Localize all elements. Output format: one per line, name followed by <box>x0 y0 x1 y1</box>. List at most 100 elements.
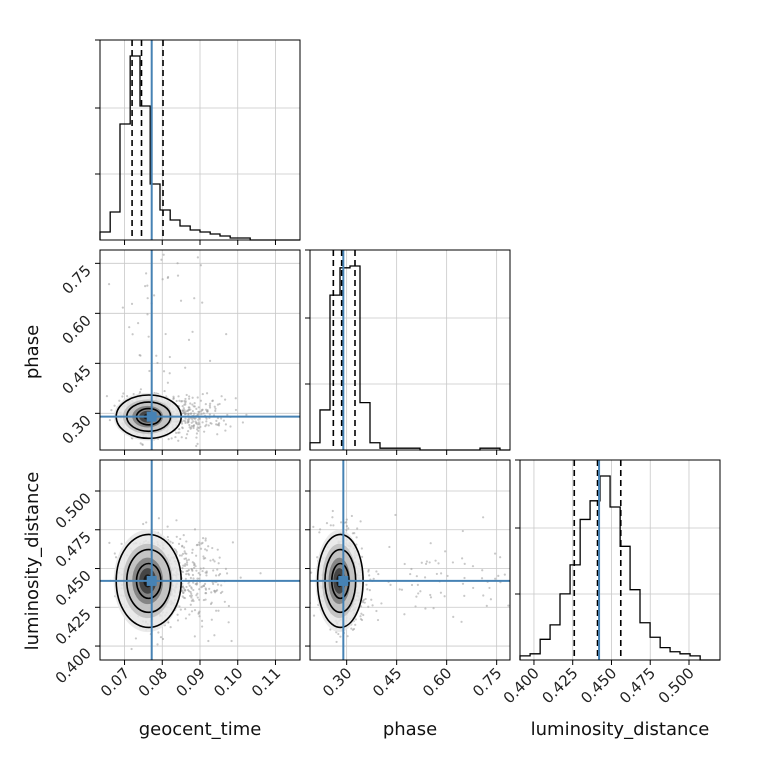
scatter-point <box>218 556 221 559</box>
scatter-point <box>161 278 164 281</box>
scatter-point <box>139 354 142 357</box>
scatter-point <box>153 294 156 297</box>
scatter-point <box>195 583 198 586</box>
scatter-point <box>259 572 262 575</box>
scatter-point <box>208 404 211 407</box>
scatter-point <box>193 528 197 531</box>
scatter-point <box>193 405 196 408</box>
scatter-point <box>205 574 208 577</box>
y-tick-label: 0.75 <box>58 261 94 297</box>
scatter-point <box>205 420 208 423</box>
scatter-point <box>195 436 198 439</box>
truth-marker <box>338 575 349 586</box>
scatter-point <box>191 330 194 333</box>
scatter-point <box>215 423 218 426</box>
scatter-point <box>223 600 226 603</box>
scatter-point <box>377 572 380 576</box>
truth-marker <box>146 575 157 586</box>
scatter-point <box>443 595 446 598</box>
scatter-point <box>353 531 356 535</box>
scatter-point <box>359 520 362 523</box>
scatter-point <box>364 597 367 601</box>
scatter-point <box>361 599 364 602</box>
scatter-point <box>226 413 229 417</box>
scatter-point <box>195 569 198 572</box>
scatter-point <box>223 398 227 401</box>
scatter-point <box>189 590 192 594</box>
scatter-point <box>451 561 455 564</box>
scatter-point <box>497 574 500 578</box>
scatter-point <box>352 627 356 631</box>
scatter-point <box>435 572 438 576</box>
scatter-point <box>376 618 380 622</box>
scatter-point <box>234 408 238 412</box>
scatter-point <box>184 608 187 611</box>
scatter-point <box>310 571 313 574</box>
scatter-point <box>186 409 189 412</box>
scatter-point <box>428 561 431 564</box>
scatter-point <box>195 422 198 425</box>
scatter-point <box>183 589 187 592</box>
scatter-point <box>204 539 207 542</box>
scatter-point <box>166 275 170 279</box>
scatter-point <box>148 369 151 373</box>
scatter-point <box>359 605 363 608</box>
scatter-point <box>215 419 218 422</box>
scatter-point <box>489 598 493 601</box>
scatter-point <box>216 403 220 406</box>
scatter-point <box>183 550 186 553</box>
scatter-point <box>176 274 180 277</box>
scatter-point <box>200 408 204 412</box>
scatter-point <box>132 392 135 396</box>
scatter-point <box>184 437 188 440</box>
scatter-point <box>177 395 180 398</box>
scatter-point <box>212 582 215 586</box>
scatter-point <box>121 306 124 309</box>
scatter-point <box>220 584 223 587</box>
scatter-point <box>196 596 199 599</box>
scatter-point <box>205 392 209 395</box>
x-tick-label: 0.500 <box>655 664 698 707</box>
scatter-point <box>176 262 179 265</box>
scatter-point <box>488 586 491 590</box>
scatter-point <box>190 610 194 613</box>
scatter-point <box>224 567 228 570</box>
scatter-point <box>347 527 350 530</box>
scatter-point <box>203 430 206 433</box>
scatter-point <box>398 588 401 591</box>
scatter-point <box>184 397 187 401</box>
scatter-point <box>178 428 181 431</box>
scatter-point <box>196 396 199 399</box>
scatter-point <box>217 574 221 577</box>
scatter-point <box>136 322 140 325</box>
scatter-point <box>203 582 207 585</box>
scatter-point <box>145 521 148 524</box>
scatter-point <box>178 605 181 608</box>
scatter-point <box>367 568 370 572</box>
scatter-point <box>157 631 160 634</box>
scatter-point <box>312 525 315 528</box>
scatter-point <box>463 576 466 580</box>
scatter-point <box>230 639 233 643</box>
scatter-point <box>198 615 201 618</box>
scatter-point <box>375 570 378 573</box>
scatter-point <box>201 585 204 588</box>
scatter-point <box>335 640 338 644</box>
scatter-point <box>216 548 219 551</box>
scatter-point <box>187 397 191 400</box>
scatter-point <box>424 562 428 565</box>
scatter-point <box>209 559 212 562</box>
scatter-point <box>201 625 204 628</box>
scatter-point <box>365 583 368 586</box>
scatter-point <box>182 564 185 567</box>
scatter-point <box>196 256 199 259</box>
scatter-point <box>184 421 187 424</box>
scatter-point <box>439 572 443 575</box>
scatter-point <box>414 605 417 608</box>
scatter-point <box>201 537 205 540</box>
scatter-point <box>400 588 404 591</box>
scatter-point <box>201 421 204 424</box>
scatter-point <box>186 418 189 421</box>
scatter-point <box>212 569 215 572</box>
